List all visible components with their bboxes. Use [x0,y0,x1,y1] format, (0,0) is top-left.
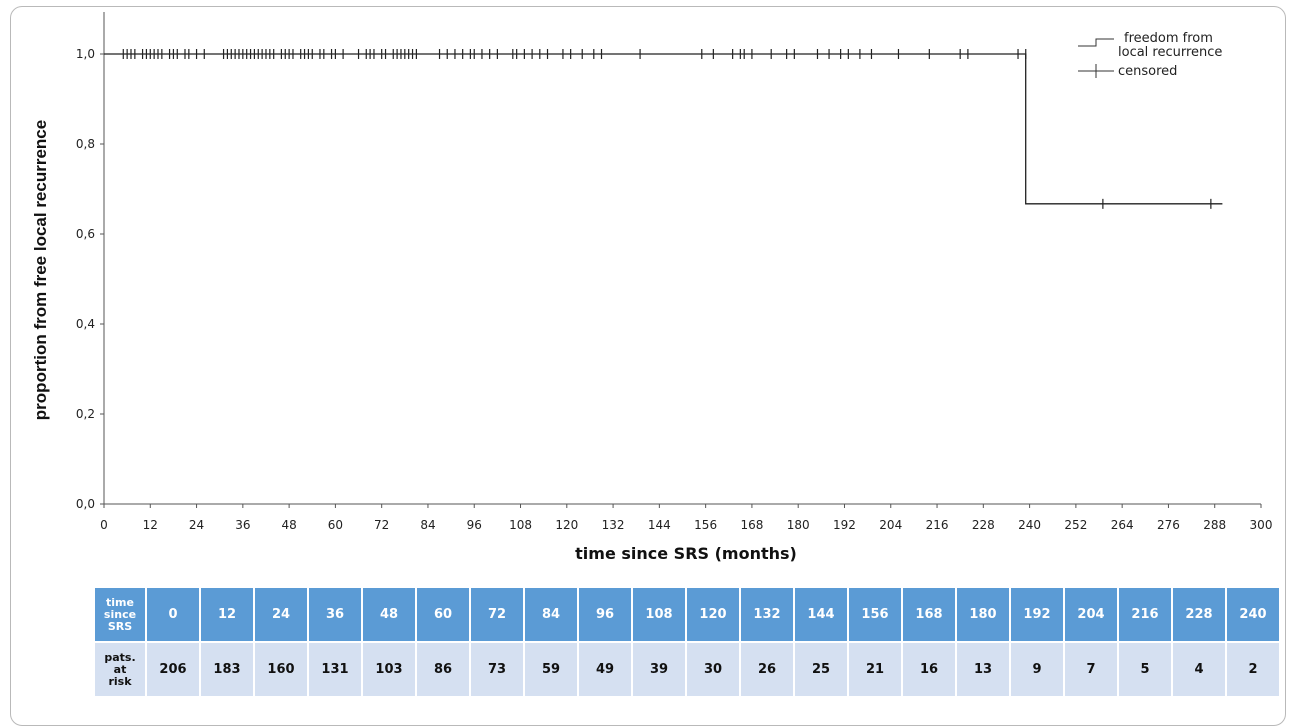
risk-time-cell: 240 [1227,588,1279,641]
risk-table-atrisk-row: pats. at risk 206 183 160 131 103 86 73 59 49 39 3… [95,643,1279,696]
risk-time-cell: 144 [795,588,847,641]
x-tick-label: 276 [1157,518,1180,532]
legend: freedom from local recurrence censored [1078,31,1222,79]
x-tick-label: 228 [972,518,995,532]
x-tick-label: 288 [1203,518,1226,532]
risk-atrisk-cell: 160 [255,643,307,696]
risk-time-cell: 228 [1173,588,1225,641]
risk-atrisk-cell: 103 [363,643,415,696]
x-tick-label: 48 [281,518,296,532]
risk-time-cell: 24 [255,588,307,641]
x-tick-label: 36 [235,518,250,532]
risk-atrisk-cell: 131 [309,643,361,696]
x-tick-label: 300 [1250,518,1273,532]
risk-time-cell: 0 [147,588,199,641]
x-tick-label: 120 [555,518,578,532]
risk-table-times-header: time since SRS [95,588,145,641]
risk-atrisk-cell: 16 [903,643,955,696]
x-tick-label: 144 [648,518,671,532]
x-axis-label: time since SRS (months) [575,544,797,563]
x-tick-label: 240 [1018,518,1041,532]
y-tick-label: 1,0 [76,47,95,61]
x-tick-label: 72 [374,518,389,532]
x-tick-label: 108 [509,518,532,532]
legend-step-line-icon [1078,38,1114,47]
header-word-time: time [106,595,134,609]
x-tick-label: 180 [787,518,810,532]
risk-time-cell: 108 [633,588,685,641]
header-word-since: since [103,607,137,621]
x-tick-label: 24 [189,518,204,532]
risk-atrisk-cell: 7 [1065,643,1117,696]
y-tick-label: 0,2 [76,407,95,421]
x-tick-label: 84 [420,518,435,532]
axes [103,12,1261,505]
x-tick-label: 0 [100,518,108,532]
x-tick-label: 168 [740,518,763,532]
x-tick-label: 156 [694,518,717,532]
x-tick-label: 252 [1064,518,1087,532]
x-tick-label: 264 [1111,518,1134,532]
risk-time-cell: 48 [363,588,415,641]
x-tick-label: 192 [833,518,856,532]
risk-atrisk-cell: 39 [633,643,685,696]
risk-time-cell: 156 [849,588,901,641]
risk-atrisk-cell: 13 [957,643,1009,696]
risk-time-cell: 72 [471,588,523,641]
risk-time-cell: 36 [309,588,361,641]
risk-table-times-row: time since SRS 0 12 24 36 48 60 72 84 96 108 120 13… [95,588,1279,641]
risk-atrisk-cell: 206 [147,643,199,696]
risk-time-cell: 84 [525,588,577,641]
x-tick-label: 216 [926,518,949,532]
risk-time-cell: 60 [417,588,469,641]
risk-time-cell: 132 [741,588,793,641]
header-word-pats: pats. [104,650,136,664]
censor-marks [122,49,1212,209]
km-step-line [104,53,1223,205]
header-word-srs: SRS [107,619,133,633]
survival-curve [104,53,1223,205]
x-tick-label: 96 [467,518,482,532]
km-chart: 0 12 24 36 48 60 72 84 96 108 120 132 144 156 168 180 19… [31,12,1272,563]
legend-label-freedom: freedom from [1124,31,1213,46]
x-tick-label: 12 [143,518,158,532]
risk-time-cell: 204 [1065,588,1117,641]
risk-atrisk-cell: 73 [471,643,523,696]
y-tick-label: 0,6 [76,227,95,241]
risk-time-cell: 12 [201,588,253,641]
risk-time-cell: 96 [579,588,631,641]
y-tick-label: 0,8 [76,137,95,151]
x-ticks: 0 12 24 36 48 60 72 84 96 108 120 132 144 156 168 180 19… [100,504,1272,532]
risk-atrisk-cell: 25 [795,643,847,696]
x-tick-label: 204 [879,518,902,532]
risk-atrisk-cell: 49 [579,643,631,696]
y-axis-label: proportion from free local recurrence [31,120,50,420]
risk-atrisk-cell: 9 [1011,643,1063,696]
risk-atrisk-cell: 26 [741,643,793,696]
y-tick-label: 0,4 [76,317,95,331]
risk-time-cell: 168 [903,588,955,641]
risk-time-cell: 216 [1119,588,1171,641]
risk-atrisk-cell: 30 [687,643,739,696]
risk-time-cell: 192 [1011,588,1063,641]
y-ticks: 0,0 0,2 0,4 0,6 0,8 1,0 [76,47,104,511]
risk-atrisk-cell: 2 [1227,643,1279,696]
x-tick-label: 132 [602,518,625,532]
y-tick-label: 0,0 [76,497,95,511]
risk-atrisk-cell: 5 [1119,643,1171,696]
risk-table-atrisk-header: pats. at risk [95,643,145,696]
legend-label-censored: censored [1118,64,1177,79]
risk-atrisk-cell: 183 [201,643,253,696]
risk-atrisk-cell: 4 [1173,643,1225,696]
risk-atrisk-cell: 86 [417,643,469,696]
risk-atrisk-cell: 21 [849,643,901,696]
x-tick-label: 60 [328,518,343,532]
risk-atrisk-cell: 59 [525,643,577,696]
risk-table: time since SRS 0 12 24 36 48 60 72 84 96 108 120 13… [93,586,1281,698]
header-word-at: at [113,662,127,676]
legend-label-local-recurrence: local recurrence [1118,45,1222,60]
header-word-risk: risk [108,674,132,688]
risk-time-cell: 120 [687,588,739,641]
risk-time-cell: 180 [957,588,1009,641]
